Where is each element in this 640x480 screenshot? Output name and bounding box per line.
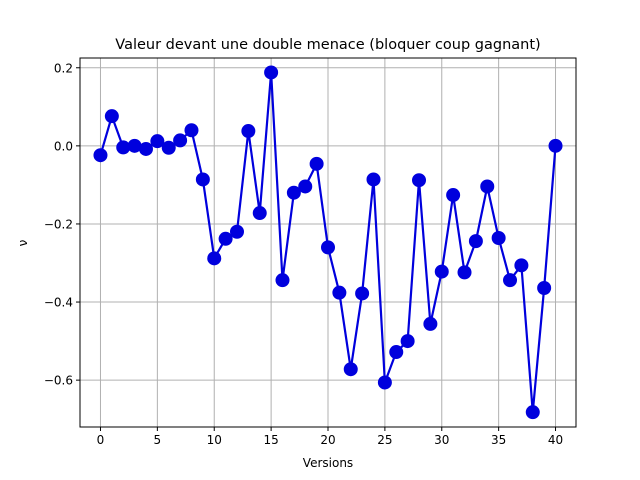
data-point <box>446 188 461 203</box>
data-point <box>195 172 210 187</box>
x-tick-label: 0 <box>97 433 105 447</box>
data-point <box>491 231 506 246</box>
data-point <box>173 133 188 148</box>
y-axis-label: ν <box>16 239 30 246</box>
data-point <box>355 286 370 301</box>
data-point <box>321 240 335 255</box>
data-point <box>298 179 313 194</box>
x-tick-label: 20 <box>320 433 335 447</box>
data-point <box>184 123 199 138</box>
y-tick-label: −0.2 <box>44 217 73 231</box>
data-point <box>480 179 495 194</box>
y-tick-label: −0.4 <box>44 296 73 310</box>
data-point <box>525 405 540 420</box>
data-point <box>138 141 153 156</box>
data-point <box>104 109 119 124</box>
plot-frame <box>79 57 577 428</box>
data-point <box>468 234 483 249</box>
x-tick-label: 25 <box>377 433 392 447</box>
axis-ticks: 0 5 10 15 20 25 30 35 40 −0.6 −0.4 −0.2 0.0 0.2 <box>44 61 563 447</box>
y-tick-label: 0.2 <box>54 61 73 75</box>
data-point <box>423 316 438 331</box>
chart-title: Valeur devant une double menace (bloquer… <box>115 37 540 53</box>
x-tick-label: 35 <box>491 433 506 447</box>
data-point <box>229 224 244 239</box>
data-point <box>286 185 301 200</box>
data-point <box>218 231 233 246</box>
data-point <box>116 140 131 155</box>
data-point <box>457 265 472 280</box>
data-point <box>161 140 176 155</box>
data-point <box>537 280 552 295</box>
data-point <box>548 138 563 153</box>
data-point <box>207 251 222 266</box>
data-point <box>275 273 290 288</box>
data-point <box>343 362 358 377</box>
data-point <box>252 206 267 221</box>
x-axis-label: Versions <box>303 456 353 470</box>
data-point <box>309 156 324 171</box>
data-point <box>241 124 256 139</box>
data-point <box>503 273 518 288</box>
y-tick-label: −0.6 <box>44 374 73 388</box>
data-point <box>366 172 381 187</box>
data-point <box>514 258 529 273</box>
x-tick-label: 5 <box>154 433 162 447</box>
data-point <box>377 375 392 390</box>
data-point <box>93 148 108 163</box>
data-point <box>412 173 427 188</box>
x-tick-label: 15 <box>263 433 278 447</box>
data-point <box>150 134 165 149</box>
data-point <box>400 334 415 349</box>
y-tick-label: 0.0 <box>54 139 73 153</box>
data-point <box>389 345 404 360</box>
data-point <box>332 285 347 300</box>
data-point <box>264 65 279 80</box>
x-tick-label: 40 <box>548 433 563 447</box>
series-line <box>93 65 563 420</box>
x-tick-label: 30 <box>434 433 449 447</box>
x-tick-label: 10 <box>207 433 222 447</box>
data-point <box>434 264 449 279</box>
